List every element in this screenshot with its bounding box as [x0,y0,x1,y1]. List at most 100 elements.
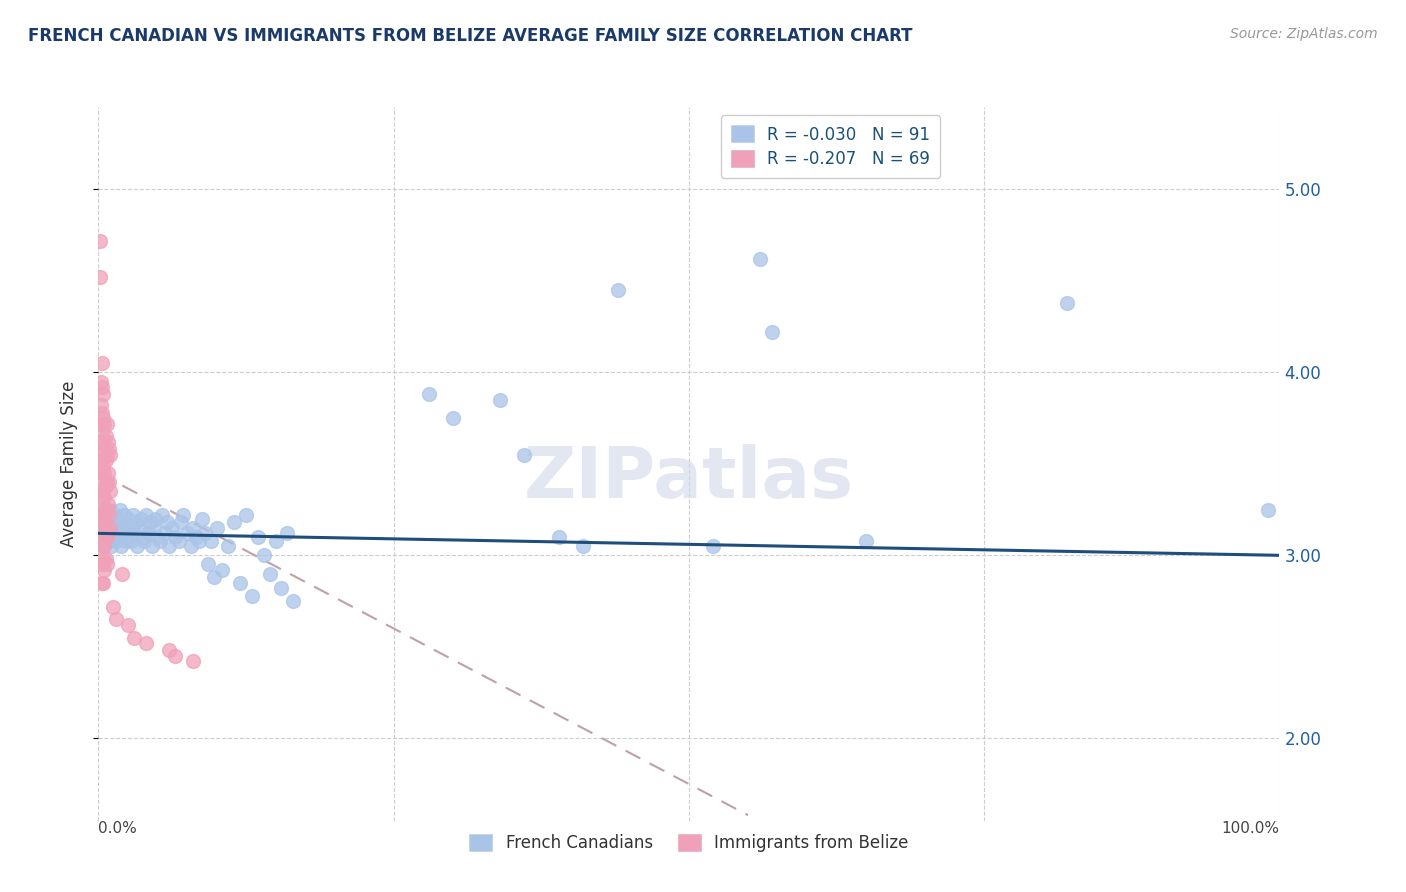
Point [98,521,121,535]
Point [96,475,118,490]
Point [89,516,111,530]
Point [134,533,156,548]
Point [253,549,276,563]
Point [90,453,112,467]
Point [91,424,114,438]
Text: FRENCH CANADIAN VS IMMIGRANTS FROM BELIZE AVERAGE FAMILY SIZE CORRELATION CHART: FRENCH CANADIAN VS IMMIGRANTS FROM BELIZ… [28,27,912,45]
Point [103,526,125,541]
Point [180,539,202,553]
Point [259,566,281,581]
Point [90,490,112,504]
Point [89,234,111,248]
Point [91,533,114,548]
Point [97,434,120,449]
Point [97,466,120,480]
Point [91,380,114,394]
Point [418,387,440,401]
Point [607,283,630,297]
Point [246,530,269,544]
Y-axis label: Average Family Size: Average Family Size [59,381,77,547]
Point [165,530,187,544]
Point [90,526,112,541]
Point [112,526,135,541]
Point [91,356,114,370]
Point [93,539,115,553]
Point [91,502,114,516]
Point [96,530,118,544]
Point [94,453,117,467]
Point [121,533,143,548]
Point [200,533,222,548]
Point [98,442,121,457]
Point [105,612,128,626]
Point [211,563,233,577]
Point [91,575,114,590]
Point [93,417,115,431]
Point [107,530,129,544]
Point [135,508,157,522]
Point [96,448,118,462]
Point [548,530,571,544]
Point [105,521,128,535]
Point [98,484,121,499]
Point [90,508,112,522]
Point [135,636,157,650]
Point [94,516,117,530]
Point [90,398,112,412]
Point [101,599,124,614]
Point [217,539,239,553]
Point [111,516,134,530]
Point [229,575,252,590]
Point [129,512,152,526]
Point [104,508,127,522]
Point [98,502,121,516]
Text: 0.0%: 0.0% [98,821,138,836]
Point [855,533,877,548]
Point [1056,295,1078,310]
Point [91,521,114,535]
Point [97,526,120,541]
Point [276,526,298,541]
Point [176,526,198,541]
Point [157,539,180,553]
Point [235,508,257,522]
Point [98,508,121,522]
Point [157,643,180,657]
Text: 100.0%: 100.0% [1222,821,1279,836]
Point [90,375,112,389]
Point [93,502,115,516]
Point [167,533,190,548]
Point [94,502,117,516]
Point [202,570,225,584]
Point [111,566,134,581]
Point [156,516,179,530]
Point [97,521,120,535]
Point [96,558,118,572]
Point [91,411,114,425]
Point [91,552,114,566]
Point [136,526,159,541]
Point [91,558,114,572]
Point [122,526,145,541]
Point [197,558,219,572]
Text: ZIPatlas: ZIPatlas [524,443,853,513]
Point [91,539,114,553]
Point [105,512,128,526]
Point [96,526,118,541]
Point [96,502,118,516]
Point [283,594,305,608]
Point [93,490,115,504]
Point [100,539,122,553]
Point [127,539,149,553]
Point [142,521,165,535]
Point [93,539,115,553]
Point [96,508,118,522]
Point [93,466,115,480]
Point [91,434,114,449]
Point [91,466,114,480]
Point [150,508,173,522]
Point [761,325,783,339]
Point [112,508,135,522]
Point [132,530,155,544]
Point [165,648,187,663]
